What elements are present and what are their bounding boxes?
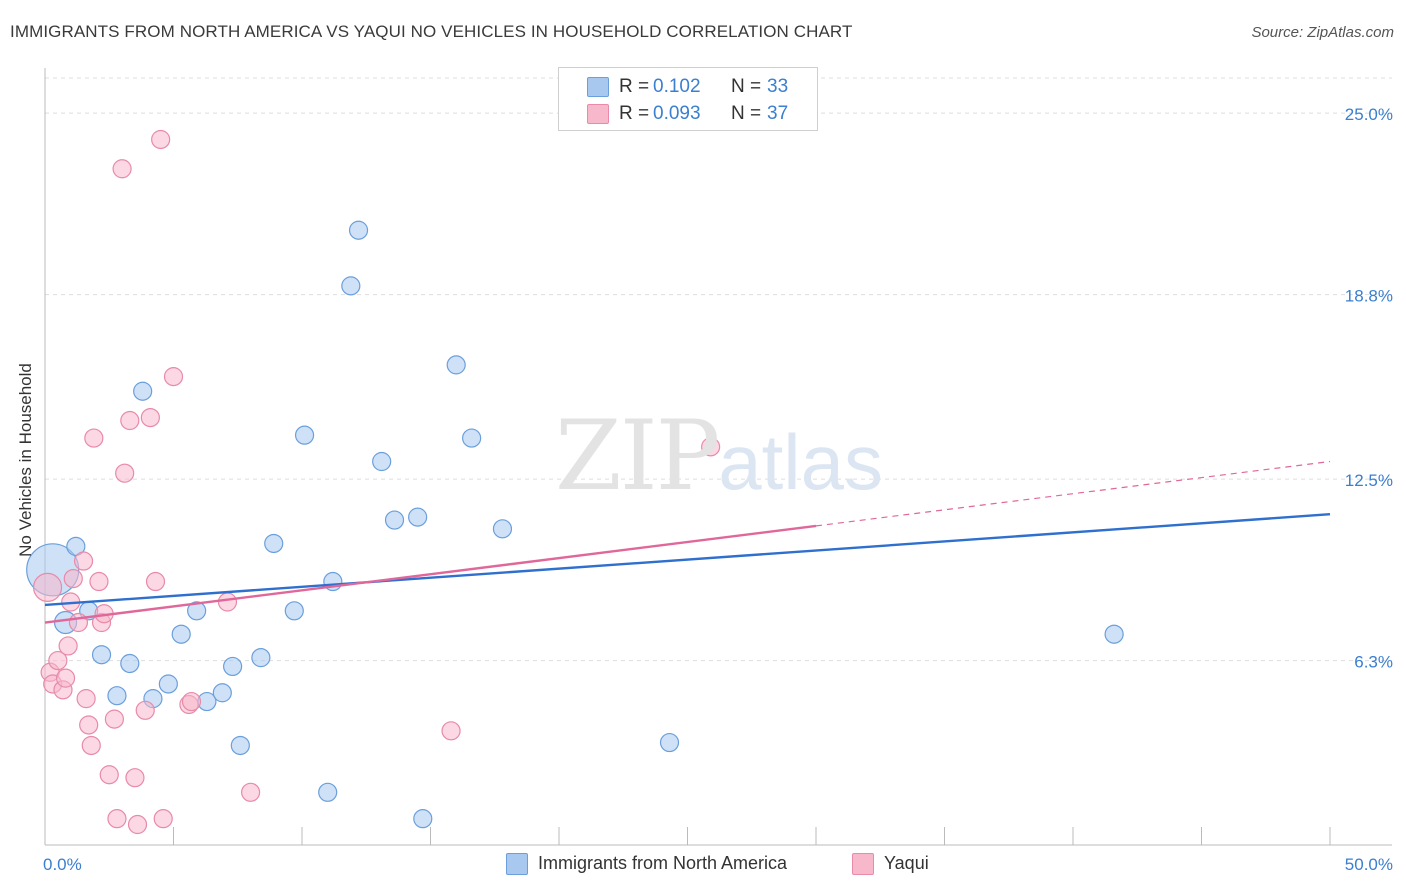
point-immigrants xyxy=(133,381,153,401)
point-yaqui xyxy=(135,700,155,720)
legend-swatch-blue xyxy=(587,77,609,97)
point-immigrants xyxy=(348,220,369,240)
point-yaqui xyxy=(441,721,461,741)
point-yaqui xyxy=(99,765,119,785)
point-yaqui xyxy=(181,691,202,712)
point-immigrants xyxy=(1104,624,1124,644)
trend-line-yaqui xyxy=(44,524,817,624)
point-yaqui xyxy=(163,367,184,387)
point-immigrants xyxy=(187,601,207,621)
point-immigrants xyxy=(384,510,405,530)
point-yaqui xyxy=(81,735,101,756)
point-yaqui xyxy=(112,159,132,179)
point-immigrants xyxy=(107,686,127,706)
legend-n-value: 33 xyxy=(767,76,789,97)
point-immigrants xyxy=(212,683,232,703)
point-yaqui xyxy=(217,592,238,612)
point-immigrants xyxy=(462,428,482,448)
source-label: Source: ZipAtlas.com xyxy=(1251,24,1394,41)
point-yaqui xyxy=(104,709,124,729)
y-tick-label: 12.5% xyxy=(1345,471,1393,490)
point-yaqui xyxy=(79,715,99,735)
trend-line-immigrants xyxy=(44,512,1331,607)
point-immigrants xyxy=(284,601,304,621)
y-tick-label: 6.3% xyxy=(1354,653,1393,672)
point-immigrants xyxy=(91,645,112,665)
point-yaqui xyxy=(145,571,166,592)
legend-swatch-pink xyxy=(852,853,874,875)
legend-r-label: R = xyxy=(619,76,650,97)
point-immigrants xyxy=(294,425,315,445)
point-immigrants xyxy=(341,276,361,296)
legend-label: Immigrants from North America xyxy=(538,853,788,873)
chart-title: IMMIGRANTS FROM NORTH AMERICA VS YAQUI N… xyxy=(10,22,853,41)
stats-legend: R = 0.102 N = 33 R = 0.093 N = 37 xyxy=(558,67,818,131)
point-yaqui xyxy=(153,809,173,829)
x-tick-label: 50.0% xyxy=(1345,855,1393,874)
point-yaqui xyxy=(58,636,78,656)
trend-line-yaqui-extension xyxy=(815,460,1331,527)
legend-label: Yaqui xyxy=(884,853,929,873)
point-immigrants xyxy=(372,451,392,472)
legend-n-label: N = xyxy=(731,103,762,124)
point-yaqui xyxy=(127,814,148,835)
point-immigrants xyxy=(659,732,680,753)
watermark-zip: ZIP xyxy=(555,400,720,512)
point-yaqui xyxy=(68,612,89,633)
point-immigrants xyxy=(446,355,466,375)
point-yaqui xyxy=(48,650,68,671)
point-immigrants xyxy=(492,519,513,539)
legend-n-value: 37 xyxy=(767,103,789,124)
point-yaqui xyxy=(63,568,83,589)
point-yaqui xyxy=(73,551,94,571)
point-immigrants xyxy=(413,809,433,829)
point-immigrants xyxy=(318,782,338,802)
watermark-atlas: atlas xyxy=(718,418,883,506)
point-yaqui xyxy=(115,463,135,483)
legend-r-value: 0.093 xyxy=(653,103,701,124)
point-yaqui xyxy=(76,689,96,709)
point-yaqui xyxy=(701,437,721,457)
x-tick-label: 0.0% xyxy=(43,855,82,874)
point-immigrants xyxy=(171,624,191,644)
point-immigrants xyxy=(264,533,284,554)
point-immigrants xyxy=(223,656,243,677)
legend-swatch-blue xyxy=(506,853,528,875)
y-axis-label: No Vehicles in Household xyxy=(16,363,35,557)
legend-n-label: N = xyxy=(731,76,762,97)
point-yaqui xyxy=(241,782,261,802)
point-immigrants xyxy=(158,674,178,694)
point-immigrants xyxy=(120,653,140,674)
point-yaqui xyxy=(107,809,127,829)
point-yaqui xyxy=(125,768,145,788)
point-yaqui xyxy=(151,129,171,150)
y-tick-label: 18.8% xyxy=(1345,287,1393,306)
legend-swatch-pink xyxy=(587,104,609,124)
point-immigrants xyxy=(408,507,428,527)
point-yaqui xyxy=(89,571,109,592)
legend-r-label: R = xyxy=(619,103,650,124)
watermark: ZIPatlas xyxy=(555,400,883,512)
point-yaqui xyxy=(84,428,104,448)
point-immigrants xyxy=(251,648,271,668)
y-tick-label: 25.0% xyxy=(1345,105,1393,124)
legend-r-value: 0.102 xyxy=(653,76,701,97)
point-yaqui xyxy=(120,410,140,431)
point-yaqui xyxy=(140,407,160,428)
point-yaqui xyxy=(55,668,76,688)
point-yaqui xyxy=(32,572,63,602)
point-immigrants xyxy=(230,735,250,756)
